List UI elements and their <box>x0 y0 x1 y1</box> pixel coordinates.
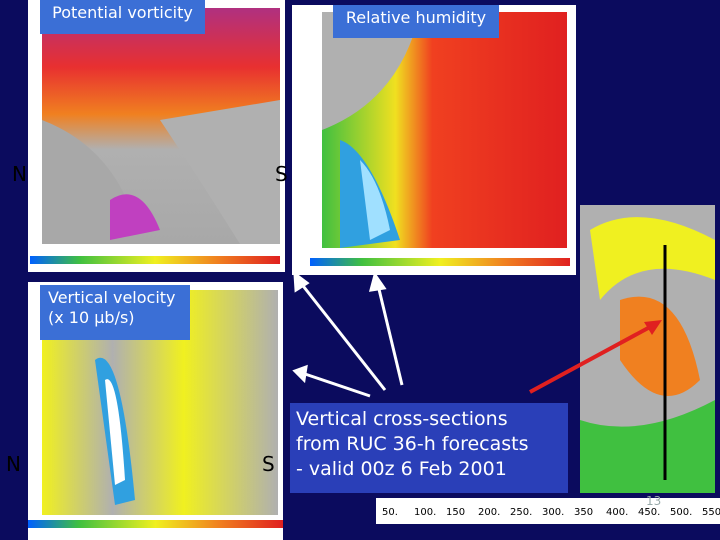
south-label: S <box>275 162 288 186</box>
south-label: S <box>262 452 275 476</box>
panel-title: Vertical velocity (x 10 μb/s) <box>40 285 190 340</box>
panel-title: Relative humidity <box>333 5 499 38</box>
north-label: N <box>12 162 27 186</box>
rh-panel <box>292 5 576 275</box>
colorbar-label: 50. <box>382 507 398 518</box>
colorbar-label: 550. <box>702 507 720 518</box>
colorbar: 50. 100. 150 200. 250. 300. 350 400. 450. 500. 550… <box>376 498 720 524</box>
title-line: Vertical velocity <box>48 288 176 307</box>
arrows <box>292 270 404 398</box>
colorbar-label: 500. <box>670 507 693 518</box>
colorbar-label: 250. <box>510 507 533 518</box>
caption: Vertical cross-sections from RUC 36-h for… <box>290 403 568 493</box>
page-number: 13 <box>646 494 662 508</box>
title-line: (x 10 μb/s) <box>48 308 135 327</box>
colorbar-label: 200. <box>478 507 501 518</box>
colorbar-label: 450. <box>638 507 661 518</box>
caption-line: Vertical cross-sections <box>296 408 508 430</box>
colorbar-label: 300. <box>542 507 565 518</box>
pv-panel <box>28 0 285 272</box>
red-arrow <box>529 320 662 394</box>
colorbar-label: 150 <box>446 507 466 518</box>
north-label: N <box>6 452 21 476</box>
caption-line: - valid 00z 6 Feb 2001 <box>296 458 507 480</box>
colorbar-label: 100. <box>414 507 437 518</box>
map <box>580 205 715 493</box>
caption-line: from RUC 36-h forecasts <box>296 433 529 455</box>
colorbar-label: 350 <box>574 507 594 518</box>
colorbar-label: 400. <box>606 507 629 518</box>
panel-title: Potential vorticity <box>40 0 205 34</box>
